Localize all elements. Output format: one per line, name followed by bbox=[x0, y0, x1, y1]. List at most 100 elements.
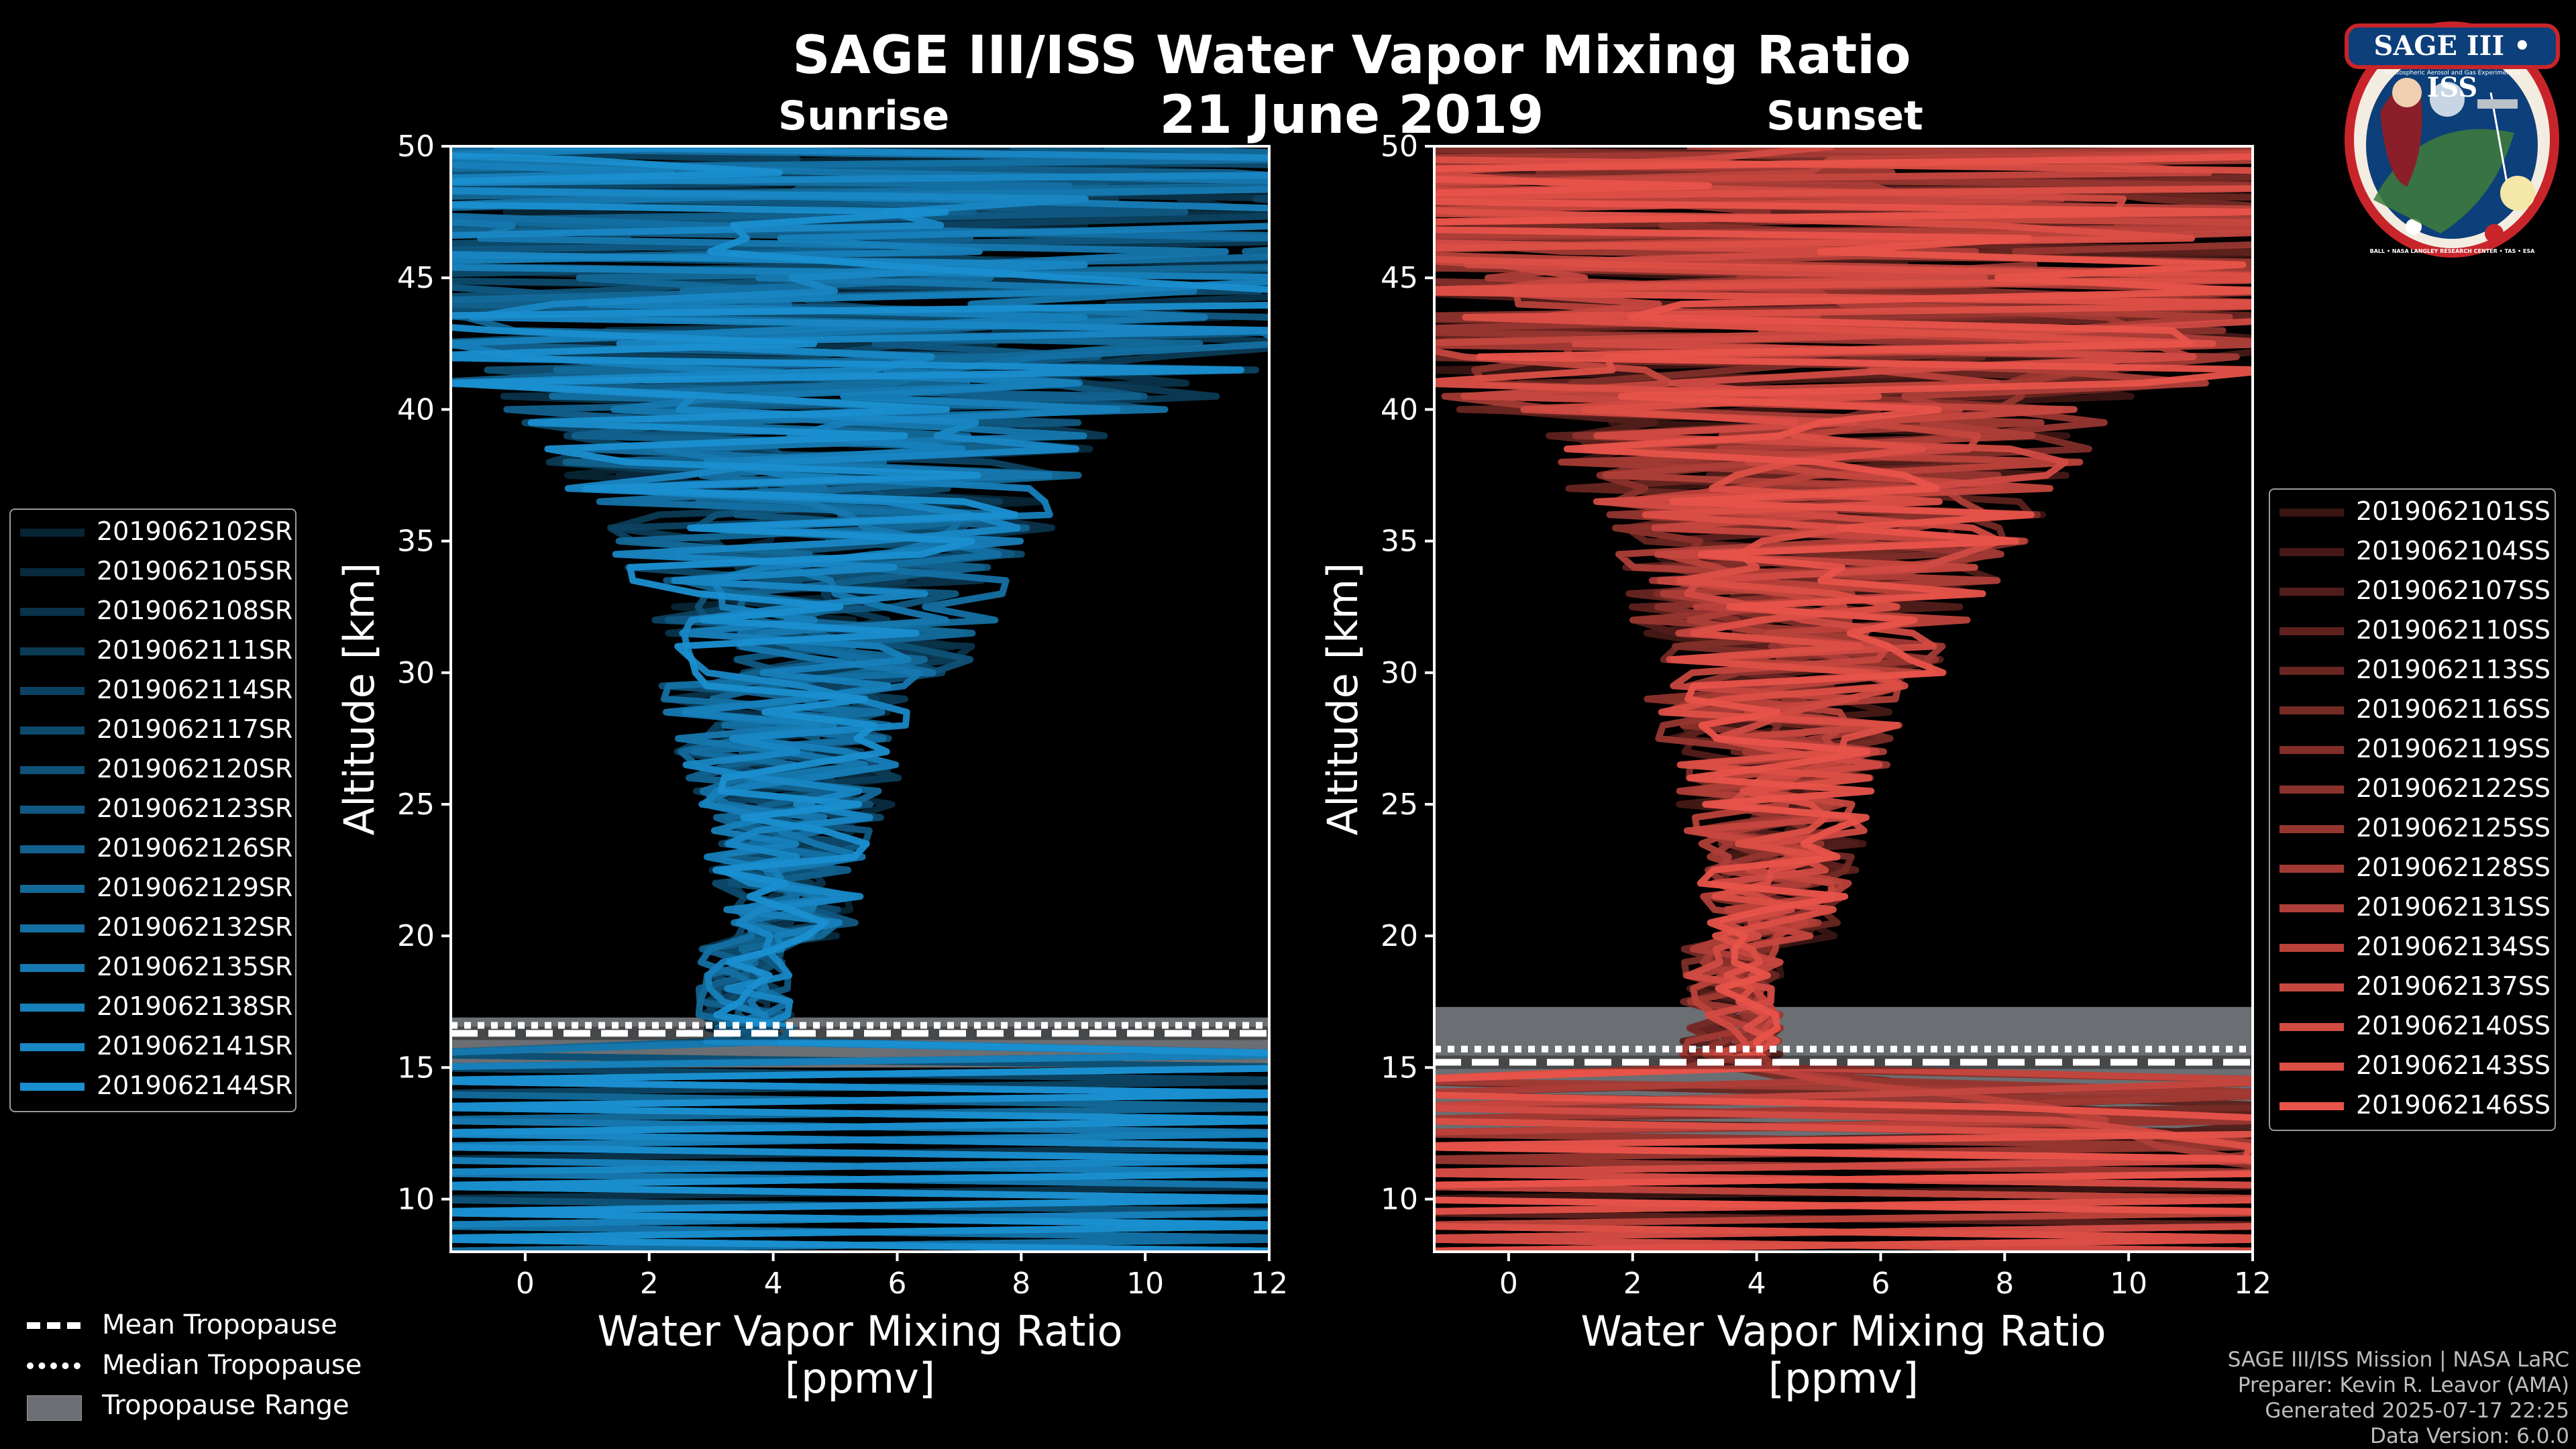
sage-logo-graphic bbox=[2345, 21, 2560, 258]
sage-logo: SAGE III • ISS Stratospheric Aerosol and… bbox=[2340, 12, 2565, 264]
sunset-legend-swatch bbox=[2279, 548, 2344, 556]
sunset-ytick-label: 20 bbox=[1381, 919, 1418, 953]
credits-mission: SAGE III/ISS Mission | NASA LaRC bbox=[2227, 1348, 2569, 1372]
sunrise-xtick-label: 2 bbox=[640, 1267, 659, 1301]
tropopause-range-label: Tropopause Range bbox=[102, 1390, 350, 1421]
sunrise-legend-label: 2019062132SR bbox=[97, 912, 293, 942]
logo-ring-text: BALL • NASA LANGLEY RESEARCH CENTER • TA… bbox=[2369, 248, 2535, 254]
sunrise-legend-label: 2019062111SR bbox=[97, 635, 293, 665]
sunrise-xtick-label: 10 bbox=[1126, 1267, 1164, 1301]
logo-name: SAGE III • ISS bbox=[2373, 30, 2531, 103]
sunset-xtick-label: 12 bbox=[2234, 1267, 2271, 1301]
mean-tropopause-swatch bbox=[27, 1322, 80, 1329]
sunset-legend-swatch bbox=[2279, 786, 2344, 794]
sunset-ytick-label: 25 bbox=[1381, 788, 1418, 822]
sunrise-ytick-label: 45 bbox=[397, 261, 435, 295]
sunset-legend-swatch bbox=[2279, 508, 2344, 517]
sunset-ytick-label: 10 bbox=[1381, 1183, 1418, 1217]
sunrise-xtick-label: 0 bbox=[516, 1267, 535, 1301]
sunrise-axes: 0 2 4 6 8 10 12 10 15 20 25 30 35 40 45 50 Water Vapor M… bbox=[335, 129, 1288, 1403]
sunset-xtick-label: 2 bbox=[1623, 1267, 1642, 1301]
sunset-legend-label: 2019062143SS bbox=[2356, 1051, 2551, 1080]
sunrise-legend-label: 2019062105SR bbox=[97, 556, 293, 586]
sunrise-series-2019062138SR bbox=[451, 146, 1269, 1252]
sunrise-legend-swatch bbox=[20, 608, 85, 616]
tropopause-legend: Mean Tropopause Median Tropopause Tropop… bbox=[20, 1308, 396, 1429]
sunset-legend-label: 2019062125SS bbox=[2356, 813, 2551, 843]
sunset-legend-swatch bbox=[2279, 865, 2344, 873]
credits: SAGE III/ISS Mission | NASA LaRC Prepare… bbox=[2228, 1347, 2569, 1449]
sunset-axes: 0 2 4 6 8 10 12 10 15 20 25 30 35 40 45 50 Water Vapor M… bbox=[1318, 129, 2271, 1403]
sunrise-legend-swatch bbox=[20, 1083, 85, 1091]
sunset-legend-label: 2019062110SS bbox=[2356, 615, 2551, 645]
sunrise-legend-label: 2019062102SR bbox=[97, 517, 293, 546]
sunrise-legend-swatch bbox=[20, 568, 85, 576]
median-tropopause-label: Median Tropopause bbox=[102, 1350, 362, 1381]
sunset-legend-label: 2019062101SS bbox=[2356, 496, 2551, 526]
sunrise-frame bbox=[449, 145, 1271, 1253]
sunrise-legend: 2019062102SR 2019062105SR 2019062108SR 2019… bbox=[9, 508, 297, 1112]
sunrise-legend-swatch bbox=[20, 647, 85, 655]
sunrise-ytick-label: 40 bbox=[397, 392, 435, 427]
sunrise-legend-label: 2019062117SR bbox=[97, 714, 293, 744]
sunrise-legend-swatch bbox=[20, 924, 85, 932]
sunrise-xlabel: Water Vapor Mixing Ratio bbox=[597, 1307, 1122, 1356]
sunset-legend-swatch bbox=[2279, 944, 2344, 952]
sunrise-legend-swatch bbox=[20, 727, 85, 735]
sunrise-legend-label: 2019062144SR bbox=[97, 1071, 293, 1100]
sunrise-legend-swatch bbox=[20, 687, 85, 695]
sunset-ytick-label: 35 bbox=[1381, 525, 1418, 559]
sunrise-legend-label: 2019062126SR bbox=[97, 833, 293, 863]
sunset-legend-label: 2019062116SS bbox=[2356, 694, 2551, 724]
sunset-legend-label: 2019062134SS bbox=[2356, 932, 2551, 961]
sunrise-legend-label: 2019062123SR bbox=[97, 794, 293, 823]
sunrise-xunit: [ppmv] bbox=[785, 1354, 935, 1403]
sunrise-legend-swatch bbox=[20, 885, 85, 893]
sunrise-legend-swatch bbox=[20, 766, 85, 774]
sunrise-xtick-label: 8 bbox=[1012, 1267, 1030, 1301]
sunset-legend-label: 2019062119SS bbox=[2356, 734, 2551, 763]
sunrise-legend-swatch bbox=[20, 806, 85, 814]
sunrise-legend-label: 2019062108SR bbox=[97, 596, 293, 625]
sunset-legend-swatch bbox=[2279, 1023, 2344, 1031]
sunrise-legend-label: 2019062120SR bbox=[97, 754, 293, 784]
sunrise-legend-label: 2019062141SR bbox=[97, 1031, 293, 1061]
sunrise-plot-area bbox=[451, 146, 1269, 1252]
sunset-legend-swatch bbox=[2279, 746, 2344, 754]
sunset-legend-swatch bbox=[2279, 904, 2344, 912]
sunset-xtick-label: 0 bbox=[1499, 1267, 1518, 1301]
median-tropopause-swatch bbox=[27, 1362, 80, 1369]
sunrise-legend-swatch bbox=[20, 1043, 85, 1051]
sunrise-legend-label: 2019062129SR bbox=[97, 873, 293, 902]
sunset-xtick-label: 8 bbox=[1995, 1267, 2014, 1301]
sunrise-ytick-label: 35 bbox=[397, 525, 435, 559]
sunset-legend-label: 2019062107SS bbox=[2356, 576, 2551, 605]
credits-generated: Generated 2025-07-17 22:25 bbox=[2265, 1399, 2569, 1423]
sunset-ytick-label: 15 bbox=[1381, 1051, 1418, 1085]
sunrise-series-2019062111SR bbox=[451, 146, 1269, 1242]
sunrise-legend-label: 2019062114SR bbox=[97, 675, 293, 704]
sunset-legend-label: 2019062122SS bbox=[2356, 773, 2551, 803]
sunrise-ytick-label: 30 bbox=[397, 656, 435, 690]
tropopause-range-swatch bbox=[27, 1395, 82, 1421]
sunrise-ylabel: Altitude [km] bbox=[335, 563, 384, 836]
sunrise-ytick-label: 25 bbox=[397, 788, 435, 822]
sunset-legend-swatch bbox=[2279, 588, 2344, 596]
sunrise-legend-label: 2019062135SR bbox=[97, 952, 293, 981]
sunset-legend-swatch bbox=[2279, 627, 2344, 635]
sunset-ytick-label: 30 bbox=[1381, 656, 1418, 690]
sunset-legend-label: 2019062146SS bbox=[2356, 1090, 2551, 1120]
sunset-xtick-label: 4 bbox=[1748, 1267, 1766, 1301]
sunset-legend-label: 2019062131SS bbox=[2356, 892, 2551, 922]
credits-preparer: Preparer: Kevin R. Leavor (AMA) bbox=[2237, 1373, 2569, 1397]
sunset-ytick-label: 45 bbox=[1381, 261, 1418, 295]
sunset-ytick-label: 50 bbox=[1381, 129, 1418, 164]
sunset-panel-label: Sunset bbox=[1766, 93, 1923, 140]
sunrise-legend-swatch bbox=[20, 1004, 85, 1012]
logo-subtitle: Stratospheric Aerosol and Gas Experiment… bbox=[2384, 70, 2520, 76]
sunrise-xtick-label: 12 bbox=[1250, 1267, 1288, 1301]
chart-date: 21 June 2019 bbox=[1159, 85, 1544, 146]
credits-version: Data Version: 6.0.0 bbox=[2369, 1424, 2569, 1448]
